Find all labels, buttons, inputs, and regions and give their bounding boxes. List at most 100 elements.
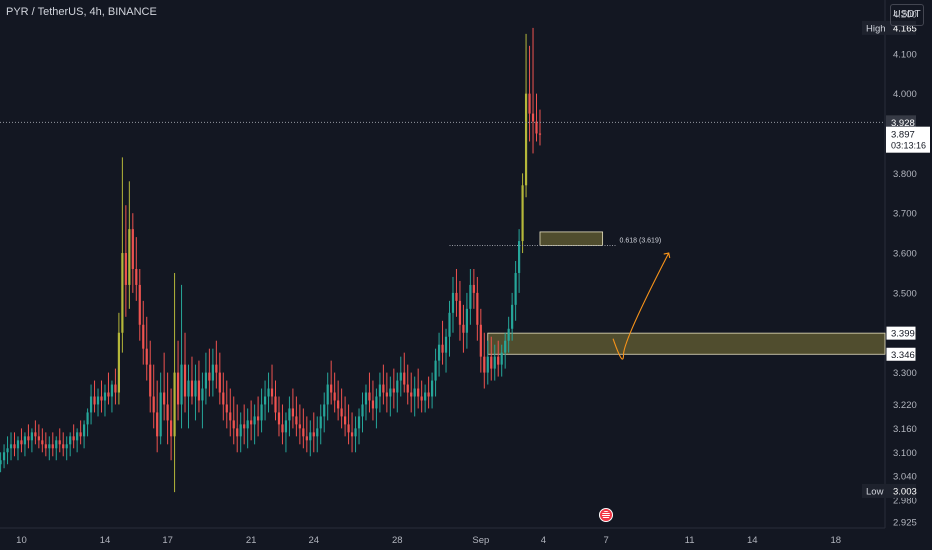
countdown-label: 03:13:16 bbox=[891, 141, 926, 151]
candle-body bbox=[382, 384, 385, 393]
candle-body bbox=[55, 440, 58, 449]
time-tick-label: 11 bbox=[685, 535, 695, 546]
candle-body bbox=[211, 364, 214, 381]
candle-body bbox=[385, 392, 388, 397]
candle-body bbox=[65, 444, 68, 449]
candle-body bbox=[406, 384, 409, 393]
zone-upper-label-bg bbox=[885, 325, 917, 341]
candle-body bbox=[378, 384, 381, 397]
candle-body bbox=[218, 372, 221, 393]
candle-body bbox=[183, 364, 187, 397]
candle-body bbox=[364, 392, 368, 405]
price-tick-label: 3.800 bbox=[893, 169, 917, 180]
zone-lower-label-bg bbox=[885, 346, 917, 362]
price-tick-label: 3.700 bbox=[893, 209, 917, 220]
candle-body bbox=[270, 388, 274, 397]
candle-body bbox=[145, 348, 148, 365]
candle-body bbox=[250, 420, 253, 425]
candle-body bbox=[159, 392, 162, 437]
candle-body bbox=[257, 416, 260, 421]
candle-body bbox=[51, 444, 54, 449]
candle-body bbox=[476, 292, 479, 325]
candle-body bbox=[437, 344, 441, 361]
zones-layer bbox=[487, 231, 886, 355]
candle-body bbox=[180, 364, 183, 405]
candle-body bbox=[521, 185, 524, 242]
candle-body bbox=[465, 308, 468, 333]
candle-body bbox=[246, 420, 249, 429]
chart-title: PYR / TetherUS, 4h, BINANCE bbox=[6, 6, 157, 18]
candle-body bbox=[48, 444, 51, 449]
candle-body bbox=[20, 440, 23, 445]
candle-body bbox=[396, 380, 399, 393]
candle-body bbox=[138, 284, 141, 325]
candle-body bbox=[375, 396, 378, 409]
candle-body bbox=[284, 420, 288, 433]
candle-body bbox=[298, 424, 301, 429]
candle-body bbox=[295, 416, 298, 425]
candle-body bbox=[13, 444, 16, 449]
arrow-head bbox=[663, 252, 671, 259]
zone-lower-label: 3.346 bbox=[891, 350, 915, 361]
candle-body bbox=[128, 229, 131, 285]
candle-body bbox=[281, 424, 284, 433]
candle-body bbox=[486, 356, 489, 373]
overlay-layer: 0.618 (3.619) bbox=[0, 121, 885, 360]
currency-button[interactable]: USDT bbox=[890, 4, 924, 26]
price-tick-label: 3.160 bbox=[893, 424, 917, 435]
candle-body bbox=[490, 356, 493, 369]
candle-body bbox=[86, 412, 89, 425]
time-tick-label: 24 bbox=[308, 535, 319, 546]
candle-body bbox=[208, 372, 211, 381]
candle-body bbox=[131, 229, 134, 269]
time-tick-label: 18 bbox=[830, 535, 841, 546]
candle-body bbox=[535, 121, 538, 134]
candle-body bbox=[316, 428, 319, 437]
current-price-label: 3.897 bbox=[891, 130, 915, 141]
candle-body bbox=[41, 440, 44, 445]
candle-body bbox=[427, 392, 430, 397]
price-tick-label: 4.000 bbox=[893, 89, 917, 100]
time-tick-label: 17 bbox=[162, 535, 173, 546]
time-tick-label: 14 bbox=[100, 535, 111, 546]
zone-upper-label: 3.399 bbox=[891, 329, 915, 340]
price-axis[interactable]: 4.200 4.100 4.000 3.800 3.700 3.600 3.500 3.300… bbox=[893, 9, 917, 528]
candle-body bbox=[0, 460, 2, 465]
projection-arrow bbox=[612, 252, 670, 360]
price-tick-label: 3.220 bbox=[893, 400, 917, 411]
price-tick-label: 3.500 bbox=[893, 288, 917, 299]
candle-body bbox=[483, 356, 486, 373]
candle-body bbox=[204, 372, 207, 389]
candle-body bbox=[417, 388, 420, 397]
candle-body bbox=[524, 93, 528, 186]
candle-body bbox=[326, 384, 329, 405]
candle-body bbox=[2, 452, 6, 461]
candle-body bbox=[312, 432, 315, 437]
candle-body bbox=[493, 356, 496, 369]
time-tick-label: 10 bbox=[16, 535, 27, 546]
candle-body bbox=[190, 380, 194, 397]
candle-body bbox=[451, 292, 455, 313]
candle-body bbox=[497, 356, 500, 365]
candle-body bbox=[263, 396, 267, 405]
candle-body bbox=[350, 432, 354, 437]
candle-body bbox=[236, 428, 239, 437]
us-flag-icon[interactable] bbox=[599, 508, 613, 522]
time-axis[interactable]: 10 14 17 21 24 28 Sep 4 7 11 14 18 bbox=[16, 535, 841, 546]
price-tick-label: 3.600 bbox=[893, 249, 917, 260]
candle-body bbox=[72, 436, 75, 441]
current-price-bg bbox=[886, 126, 930, 153]
low-label-bg bbox=[862, 483, 916, 498]
candle-body bbox=[163, 392, 166, 405]
last-close-label-bg bbox=[886, 115, 916, 130]
candle-body bbox=[267, 388, 270, 397]
candle-body bbox=[538, 133, 542, 135]
candle-body bbox=[431, 380, 434, 397]
time-tick-label: 14 bbox=[747, 535, 758, 546]
candle-body bbox=[448, 312, 451, 337]
candle-body bbox=[9, 444, 13, 449]
time-tick-label: 7 bbox=[603, 535, 608, 546]
high-label-bg bbox=[862, 20, 916, 35]
candle-body bbox=[319, 416, 322, 429]
